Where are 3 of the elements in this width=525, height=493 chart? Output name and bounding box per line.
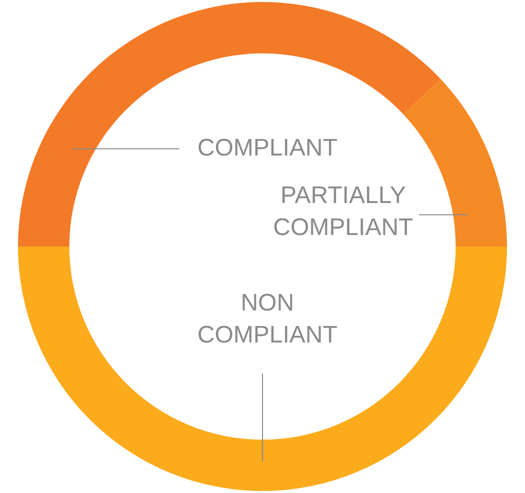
slice-label: NON COMPLIANT	[197, 289, 338, 348]
slice-label: PARTIALLY COMPLIANT	[273, 182, 414, 241]
slice-label: COMPLIANT	[197, 134, 338, 162]
